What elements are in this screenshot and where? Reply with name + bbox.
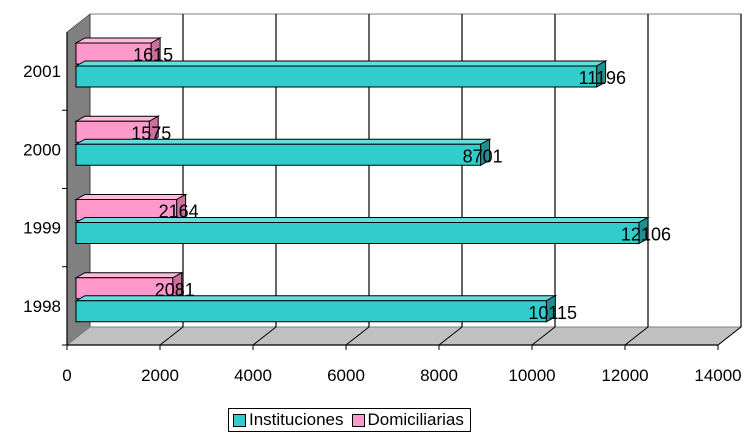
gridline-floor — [345, 326, 370, 346]
plot-floor — [65, 326, 743, 346]
y-tick-label: 1998 — [23, 297, 61, 316]
x-tick-label: 12000 — [601, 366, 648, 385]
gridline-floor — [438, 326, 463, 346]
legend-swatch-domiciliarias — [351, 413, 365, 427]
gridline-floor — [717, 326, 742, 346]
legend: Instituciones Domiciliarias — [228, 408, 471, 432]
x-tick-label: 4000 — [234, 366, 272, 385]
legend-label-instituciones: Instituciones — [249, 410, 344, 429]
bar-top-instituciones-2001 — [74, 60, 608, 67]
data-label-instituciones-1999: 12106 — [621, 225, 671, 245]
bar-instituciones-2001 — [75, 65, 598, 88]
bar-instituciones-1999 — [75, 222, 640, 244]
legend-item-instituciones: Instituciones — [233, 410, 344, 430]
bar-top-instituciones-2000 — [74, 138, 492, 145]
x-tick-label: 6000 — [327, 366, 365, 385]
x-tick-label: 10000 — [508, 366, 555, 385]
x-tick-label: 8000 — [420, 366, 458, 385]
y-tick-label: 1999 — [23, 219, 61, 238]
bar-instituciones-1998 — [75, 300, 547, 323]
x-tick-label: 2000 — [141, 366, 179, 385]
data-label-domiciliarias-2000: 1575 — [131, 123, 171, 143]
gridline-floor — [624, 326, 649, 346]
bar-top-instituciones-1999 — [74, 217, 650, 223]
bar-top-domiciliarias-1998 — [74, 272, 184, 279]
legend-swatch-instituciones — [233, 413, 246, 427]
data-label-domiciliarias-2001: 1615 — [133, 45, 173, 65]
legend-label-domiciliarias: Domiciliarias — [367, 410, 464, 429]
data-label-domiciliarias-1999: 2164 — [159, 202, 199, 222]
bar-top-domiciliarias-1999 — [74, 194, 188, 200]
bar-instituciones-2000 — [75, 143, 482, 166]
data-label-instituciones-2000: 8701 — [463, 146, 503, 166]
bar-top-instituciones-1998 — [74, 295, 558, 302]
x-tick-label: 0 — [62, 366, 71, 385]
legend-item-domiciliarias: Domiciliarias — [351, 410, 464, 430]
y-tick-label: 2001 — [23, 62, 61, 81]
data-label-domiciliarias-1998: 2081 — [155, 280, 195, 300]
data-label-instituciones-1998: 10115 — [528, 303, 577, 323]
x-tick-label: 14000 — [694, 366, 741, 385]
data-label-instituciones-2001: 11196 — [579, 68, 626, 88]
y-tick-label: 2000 — [23, 140, 61, 159]
gridline-floor — [159, 326, 184, 346]
bar-top-domiciliarias-2000 — [74, 115, 161, 122]
bar-chart: 0 2000 4000 6000 8000 10000 12000 14000 1998 2081… — [23, 13, 743, 385]
gridline-floor — [252, 326, 277, 346]
gridline-floor — [531, 326, 556, 346]
bar-top-domiciliarias-2001 — [74, 37, 163, 44]
